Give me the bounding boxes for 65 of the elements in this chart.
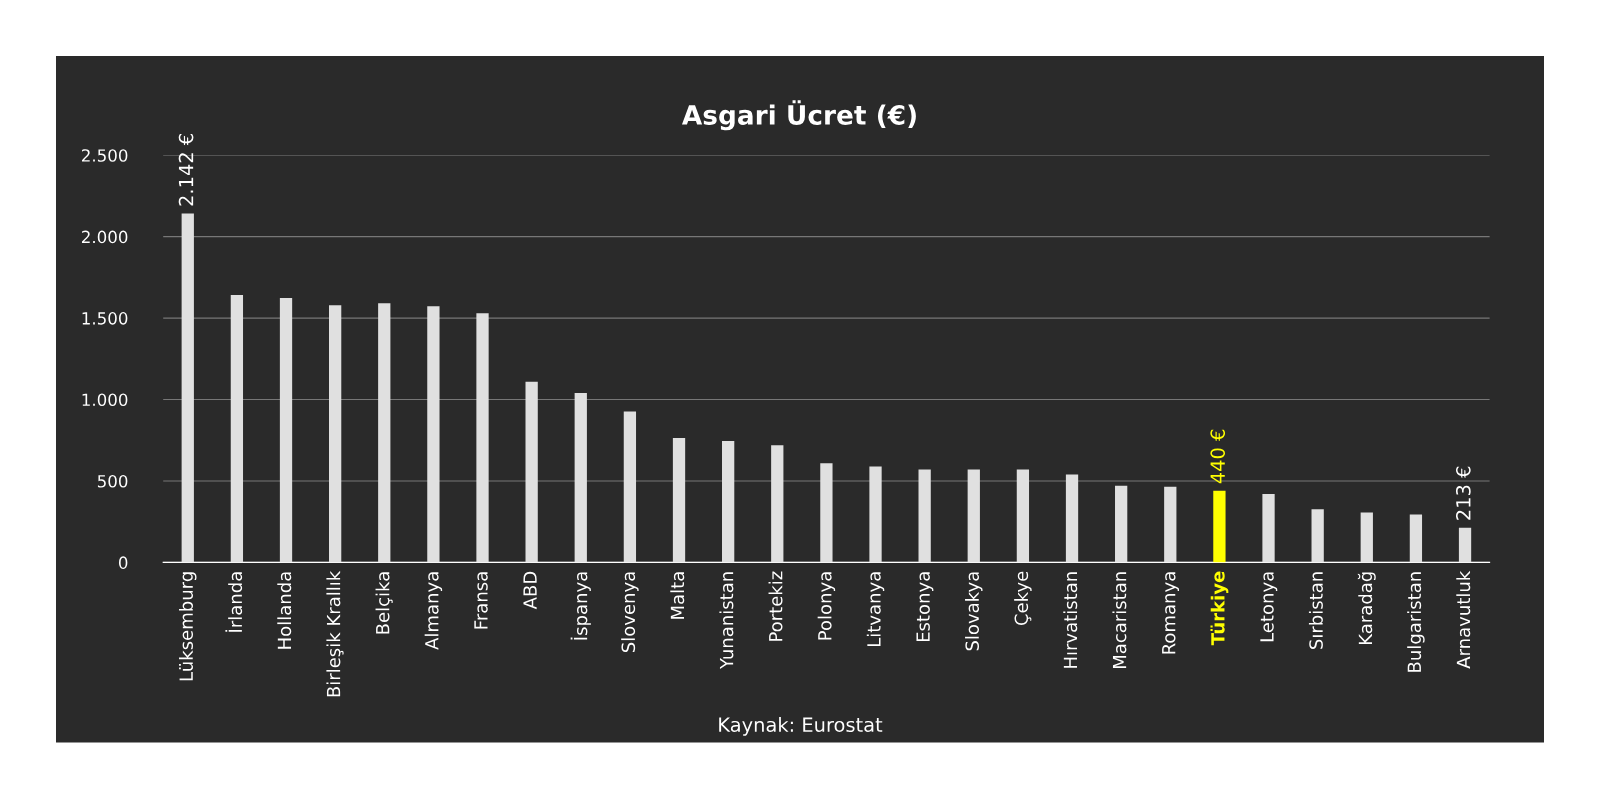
bar <box>722 440 735 563</box>
x-tick-label: Arnavutluk <box>1456 570 1471 669</box>
bar <box>1115 485 1128 563</box>
bar <box>623 411 637 563</box>
bar <box>1360 512 1373 563</box>
x-tick-label: ABD <box>523 571 537 610</box>
y-tick-label: 500 <box>97 474 128 488</box>
data-label: 440 € <box>1210 429 1226 484</box>
data-label: 2.142 € <box>178 134 194 206</box>
bar <box>476 313 489 563</box>
bar <box>1409 514 1423 563</box>
bar <box>771 445 784 563</box>
bar <box>1016 469 1030 563</box>
x-tick-label: Almanya <box>424 572 443 650</box>
bar <box>1311 509 1324 563</box>
x-tick-label: Birleşik Krallık <box>326 570 344 697</box>
bar <box>869 466 882 563</box>
y-tick-label: 0 <box>118 556 128 569</box>
x-tick-label: Karadağ <box>1357 572 1376 645</box>
x-tick-label: Slovenya <box>621 572 639 653</box>
x-tick-label: Polonya <box>817 572 836 640</box>
chart-title: Asgari Ücret (€) <box>681 100 916 131</box>
y-tick-label: 2.500 <box>81 149 128 162</box>
text: Kaynak: Eurostat <box>719 716 883 736</box>
x-tick-label: Bulgaristan <box>1407 572 1425 672</box>
x-tick-label: Türkiye <box>1210 571 1229 646</box>
x-tick-label: Malta <box>670 572 685 619</box>
bar <box>820 463 833 563</box>
x-tick-label: Macaristan <box>1112 572 1127 669</box>
x-tick-label: Çekye <box>1014 571 1032 626</box>
bar <box>1262 493 1275 563</box>
x-tick-label: Litvanya <box>866 572 885 647</box>
bar <box>918 469 931 563</box>
y-tick-label: 1.000 <box>82 393 128 407</box>
x-tick-label: Slovakya <box>965 572 983 651</box>
x-tick-label: Belçika <box>375 572 393 634</box>
bar <box>1065 474 1079 563</box>
bar <box>329 305 342 563</box>
bar <box>672 437 686 563</box>
x-tick-label: Lüksemburg <box>179 572 197 681</box>
bar <box>230 294 244 563</box>
y-tick-label: 1.500 <box>82 312 128 325</box>
x-tick-label: Portekiz <box>768 571 783 641</box>
x-tick-label: Hollanda <box>277 572 292 649</box>
x-tick-label: İspanya <box>570 572 591 640</box>
bar <box>279 298 293 563</box>
data-label: 213 € <box>1455 466 1471 520</box>
y-tick-label: 2.000 <box>81 230 128 244</box>
x-tick-label: Yunanistan <box>719 572 734 670</box>
x-tick-label: Romanya <box>1162 572 1180 654</box>
x-tick-label: Letonya <box>1260 572 1278 642</box>
bar <box>427 306 440 563</box>
x-tick-label: Sırbistan <box>1308 572 1323 649</box>
x-tick-label: Estonya <box>916 572 934 642</box>
bar <box>1213 490 1226 563</box>
bar <box>1164 486 1177 563</box>
x-tick-label: Fransa <box>474 572 488 629</box>
bar <box>967 469 980 563</box>
bar <box>181 213 194 563</box>
bar <box>574 393 587 563</box>
x-tick-label: İrlanda <box>225 572 243 632</box>
x-tick-label: Hırvatistan <box>1063 572 1078 668</box>
bar <box>378 303 391 563</box>
bar <box>1458 527 1472 563</box>
bar <box>525 381 538 563</box>
